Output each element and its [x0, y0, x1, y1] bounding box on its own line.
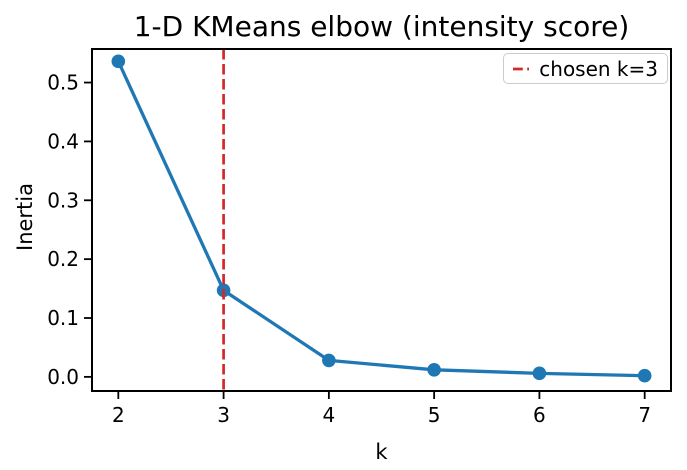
- legend-entry-label: chosen k=3: [539, 56, 658, 81]
- x-tick-label: 3: [217, 403, 230, 427]
- y-tick-label: 0.3: [47, 188, 79, 212]
- axes-spines: [91, 48, 672, 392]
- x-tick-label: 2: [112, 403, 125, 427]
- data-point-k6: [532, 366, 547, 381]
- x-axis-label: k: [375, 440, 388, 464]
- x-tick-label: 6: [533, 403, 546, 427]
- y-tick-label: 0.4: [47, 129, 79, 153]
- y-tick-label: 0.1: [47, 306, 79, 330]
- y-tick-label: 0.2: [47, 247, 79, 271]
- data-point-k4: [322, 353, 336, 368]
- data-point-k7: [637, 368, 652, 383]
- y-tick-label: 0.0: [47, 365, 79, 389]
- chart-title: 1-D KMeans elbow (intensity score): [133, 10, 630, 43]
- x-tick-label: 5: [428, 403, 441, 427]
- data-point-k5: [427, 363, 441, 377]
- x-tick-label: 4: [322, 403, 335, 427]
- y-tick-label: 0.5: [47, 71, 79, 95]
- data-point-k2: [111, 54, 126, 69]
- x-tick-label: 7: [638, 403, 651, 427]
- legend-dashed-line-icon: [513, 67, 530, 70]
- legend-box: chosen k=3: [503, 53, 668, 84]
- inertia-line: [116, 59, 647, 378]
